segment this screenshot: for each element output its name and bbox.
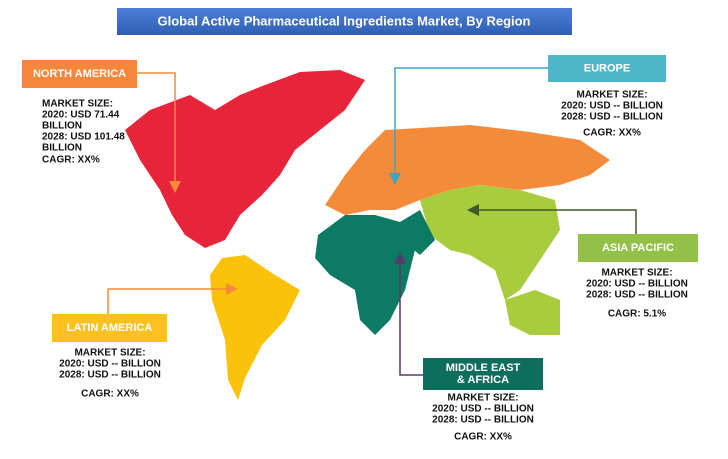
region-label-box — [22, 60, 137, 88]
market-size-line: 2020: USD -- BILLION — [432, 404, 534, 415]
market-size-line: 2028: USD -- BILLION — [59, 370, 161, 381]
cagr: CAGR: XX% — [583, 128, 641, 139]
title-box — [117, 8, 572, 35]
market-size-line: 2028: USD -- BILLION — [561, 112, 663, 123]
region-label: NORTH AMERICA — [33, 68, 126, 80]
region-label: ASIA PACIFIC — [602, 242, 674, 254]
connector — [394, 252, 423, 376]
market-size-line: MARKET SIZE: — [42, 99, 113, 110]
south-america — [210, 255, 300, 400]
cagr: CAGR: XX% — [454, 432, 512, 443]
market-size-line: 2020: USD -- BILLION — [59, 359, 161, 370]
cagr: CAGR: XX% — [42, 155, 100, 166]
asia — [420, 185, 560, 300]
world-map — [125, 70, 610, 400]
market-size-line: 2028: USD 101.48 — [42, 132, 125, 143]
market-size-line: MARKET SIZE: — [74, 348, 145, 359]
africa — [315, 215, 415, 335]
connector — [389, 67, 548, 185]
cagr: CAGR: XX% — [81, 389, 139, 400]
market-size-line: 2028: USD -- BILLION — [586, 290, 688, 301]
connector — [137, 72, 181, 193]
connector — [107, 283, 238, 314]
middle-east — [400, 210, 435, 255]
market-size-line: MARKET SIZE: — [601, 268, 672, 279]
region-label: MIDDLE EAST — [446, 362, 521, 374]
region-label-box — [548, 55, 666, 82]
north-america — [125, 70, 365, 248]
market-size-line: 2028: USD -- BILLION — [432, 415, 534, 426]
market-size-line: MARKET SIZE: — [576, 90, 647, 101]
market-size-line: BILLION — [42, 121, 82, 132]
region-label-box — [578, 234, 698, 262]
market-size-line: 2020: USD -- BILLION — [586, 279, 688, 290]
connector — [467, 204, 637, 234]
region-label: EUROPE — [584, 62, 630, 74]
region-label: & AFRICA — [457, 374, 509, 386]
australia — [505, 290, 560, 335]
region-label: LATIN AMERICA — [67, 322, 153, 334]
region-label-box — [423, 358, 543, 390]
market-size-line: 2020: USD -- BILLION — [561, 101, 663, 112]
cagr: CAGR: 5.1% — [608, 309, 666, 320]
market-size-line: 2020: USD 71.44 — [42, 110, 120, 121]
market-size-line: BILLION — [42, 143, 82, 154]
region-label-box — [52, 314, 167, 342]
connectors — [107, 67, 637, 376]
title: Global Active Pharmaceutical Ingredients… — [157, 13, 530, 28]
market-size-line: MARKET SIZE: — [447, 393, 518, 404]
europe — [325, 125, 610, 215]
